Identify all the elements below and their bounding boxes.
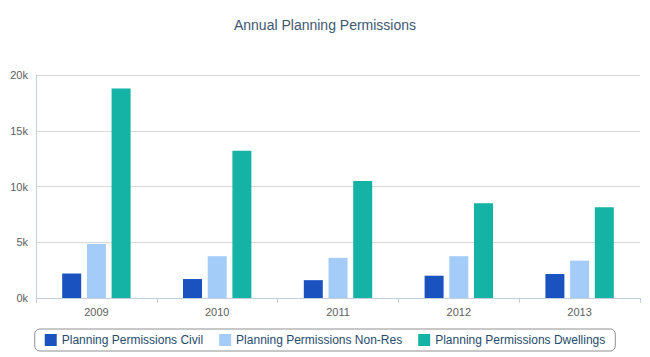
- svg-text:Planning Permissions Non-Res: Planning Permissions Non-Res: [236, 333, 402, 347]
- svg-text:0k: 0k: [16, 292, 28, 304]
- svg-text:2009: 2009: [84, 306, 108, 318]
- svg-text:Planning Permissions Civil: Planning Permissions Civil: [62, 333, 203, 347]
- svg-text:2011: 2011: [326, 306, 350, 318]
- svg-text:Annual Planning Permissions: Annual Planning Permissions: [234, 17, 416, 33]
- svg-text:Planning Permissions Dwellings: Planning Permissions Dwellings: [435, 333, 605, 347]
- svg-text:2013: 2013: [567, 306, 591, 318]
- svg-text:10k: 10k: [10, 181, 28, 193]
- svg-text:2012: 2012: [447, 306, 471, 318]
- svg-text:5k: 5k: [16, 236, 28, 248]
- svg-text:2010: 2010: [205, 306, 229, 318]
- svg-text:20k: 20k: [10, 69, 28, 81]
- svg-text:15k: 15k: [10, 125, 28, 137]
